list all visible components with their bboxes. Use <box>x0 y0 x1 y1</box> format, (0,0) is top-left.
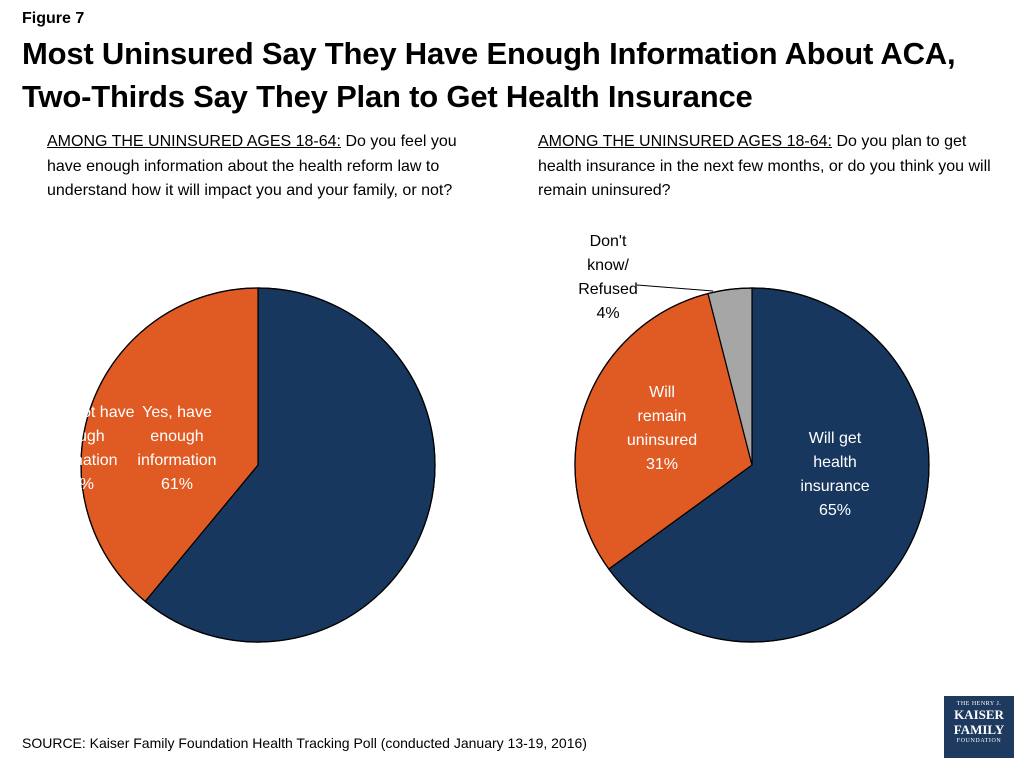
slice-label-line: health <box>813 454 857 471</box>
question-left-text: Do you feel you have enough information … <box>47 133 457 199</box>
question-left-prefix: AMONG THE UNINSURED AGES 18-64: <box>47 133 341 150</box>
slice-label-line: information <box>137 452 216 469</box>
slice-label-line: Will <box>649 384 675 401</box>
slice-label-line: Will get <box>809 430 862 447</box>
slice-label-line: 61% <box>161 476 193 493</box>
kff-logo: THE HENRY J. KAISER FAMILY FOUNDATION <box>944 696 1014 758</box>
logo-line-4: FOUNDATION <box>956 738 1002 744</box>
pie-outline <box>574 287 930 643</box>
slice-label-line: enough <box>150 428 203 445</box>
question-right: AMONG THE UNINSURED AGES 18-64: Do you p… <box>538 130 998 204</box>
slice-label-line: 65% <box>819 502 851 519</box>
slice-label-line: 4% <box>596 305 619 322</box>
figure-label: Figure 7 <box>22 10 85 27</box>
question-left: AMONG THE UNINSURED AGES 18-64: Do you f… <box>47 130 477 204</box>
slice-label-will-remain-uninsured: Will remain uninsured 31% <box>627 384 697 473</box>
slice-label-line: 31% <box>646 456 678 473</box>
question-right-text: Do you plan to get health insurance in t… <box>538 133 991 199</box>
slice-label-line: 39% <box>62 476 94 493</box>
slice-label-line: Refused <box>578 281 638 298</box>
pie-chart-information: Yes, have enough information 61% No, do not … <box>22 287 436 643</box>
logo-line-1: THE HENRY J. <box>956 701 1002 707</box>
chart-title: Most Uninsured Say They Have Enough Info… <box>22 36 956 114</box>
question-right-prefix: AMONG THE UNINSURED AGES 18-64: <box>538 133 832 150</box>
slice-label-line: know/ <box>587 257 629 274</box>
slice-label-line: enough <box>51 428 104 445</box>
pie-chart-insurance-plans: Will get health insurance 65% Will remain unin… <box>574 233 930 643</box>
slice-label-line: Yes, have <box>142 404 212 421</box>
source-note: SOURCE: Kaiser Family Foundation Health … <box>22 735 587 751</box>
slice-label-line: information <box>38 452 117 469</box>
callout-leader-line <box>636 284 714 292</box>
pie-outline <box>80 287 436 643</box>
slice-label-no-do-not-have-enough-information: No, do not have enough information 39% <box>22 404 135 493</box>
slice-label-yes-have-enough-information: Yes, have enough information 61% <box>137 404 216 493</box>
slice-label-line: insurance <box>800 478 869 495</box>
logo-line-2: KAISER <box>954 707 1004 722</box>
slice-label-line: remain <box>638 408 687 425</box>
slice-label-line: Don't <box>590 233 627 250</box>
slice-label-don-t-know-refused: Don't know/Refused 4% <box>578 233 638 322</box>
slice-label-line: No, do not have <box>22 404 135 421</box>
slice-label-line: uninsured <box>627 432 697 449</box>
logo-line-3: FAMILY <box>953 722 1005 737</box>
slice-label-will-get-health-insurance: Will get health insurance 65% <box>800 430 869 519</box>
